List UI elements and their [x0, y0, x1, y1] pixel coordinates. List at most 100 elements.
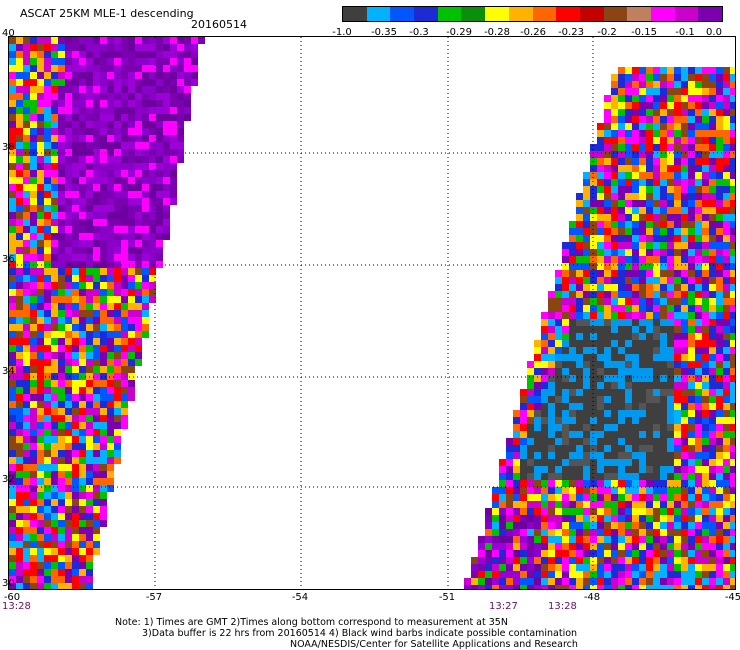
swath-cell — [688, 494, 695, 501]
swath-cell — [30, 289, 37, 296]
swath-cell — [702, 487, 709, 494]
swath-cell — [695, 305, 702, 312]
swath-cell — [548, 431, 555, 438]
swath-cell — [723, 102, 730, 109]
swath-cell — [65, 569, 72, 576]
swath-cell — [604, 445, 611, 452]
swath-cell — [702, 228, 709, 235]
swath-cell — [660, 172, 667, 179]
swath-cell — [107, 191, 114, 198]
swath-cell — [590, 417, 597, 424]
swath-cell — [86, 485, 93, 492]
swath-cell — [548, 557, 555, 564]
swath-cell — [681, 326, 688, 333]
swath-cell — [653, 200, 660, 207]
swath-cell — [625, 305, 632, 312]
swath-cell — [534, 578, 541, 585]
swath-cell — [44, 156, 51, 163]
swath-cell — [653, 291, 660, 298]
swath-cell — [128, 233, 135, 240]
swath-cell — [653, 382, 660, 389]
swath-cell — [100, 506, 107, 513]
swath-cell — [646, 543, 653, 550]
swath-cell — [716, 123, 723, 130]
swath-cell — [646, 312, 653, 319]
swath-cell — [562, 361, 569, 368]
swath-cell — [695, 585, 702, 589]
swath-cell — [611, 382, 618, 389]
swath-cell — [681, 494, 688, 501]
swath-cell — [9, 352, 16, 359]
swath-cell — [625, 193, 632, 200]
lat-label: 36 — [2, 254, 15, 265]
swath-cell — [702, 417, 709, 424]
swath-cell — [177, 93, 184, 100]
swath-cell — [30, 142, 37, 149]
swath-cell — [723, 137, 730, 144]
swath-cell — [100, 275, 107, 282]
swath-cell — [611, 291, 618, 298]
swath-cell — [156, 149, 163, 156]
swath-cell — [51, 142, 58, 149]
swath-cell — [597, 501, 604, 508]
swath-cell — [688, 529, 695, 536]
swath-cell — [93, 37, 100, 44]
swath-cell — [597, 389, 604, 396]
swath-cell — [548, 389, 555, 396]
swath-cell — [58, 443, 65, 450]
swath-cell — [149, 149, 156, 156]
swath-cell — [695, 557, 702, 564]
swath-cell — [163, 65, 170, 72]
swath-cell — [100, 303, 107, 310]
swath-cell — [72, 191, 79, 198]
swath-cell — [37, 478, 44, 485]
swath-cell — [51, 366, 58, 373]
swath-cell — [688, 452, 695, 459]
swath-cell — [590, 319, 597, 326]
swath-cell — [163, 44, 170, 51]
swath-cell — [723, 578, 730, 585]
swath-cell — [646, 284, 653, 291]
swath-cell — [135, 212, 142, 219]
swath-cell — [121, 205, 128, 212]
swath-cell — [58, 415, 65, 422]
swath-cell — [688, 347, 695, 354]
swath-cell — [681, 249, 688, 256]
lon-label: -45 — [724, 592, 740, 603]
swath-cell — [9, 282, 16, 289]
swath-cell — [541, 312, 548, 319]
swath-cell — [37, 240, 44, 247]
swath-cell — [23, 58, 30, 65]
swath-cell — [611, 361, 618, 368]
swath-cell — [681, 361, 688, 368]
swath-cell — [51, 373, 58, 380]
swath-cell — [121, 58, 128, 65]
swath-cell — [114, 44, 121, 51]
swath-cell — [128, 310, 135, 317]
swath-cell — [576, 319, 583, 326]
swath-cell — [135, 79, 142, 86]
swath-cell — [632, 389, 639, 396]
swath-cell — [667, 242, 674, 249]
swath-cell — [667, 102, 674, 109]
swath-cell — [513, 515, 520, 522]
swath-cell — [548, 347, 555, 354]
swath-cell — [723, 193, 730, 200]
swath-cell — [723, 424, 730, 431]
swath-cell — [681, 515, 688, 522]
swath-cell — [86, 506, 93, 513]
swath-cell — [107, 324, 114, 331]
swath-cell — [625, 186, 632, 193]
swath-cell — [667, 116, 674, 123]
swath-cell — [23, 457, 30, 464]
swath-cell — [548, 522, 555, 529]
swath-cell — [583, 298, 590, 305]
swath-cell — [660, 473, 667, 480]
swath-cell — [688, 459, 695, 466]
swath-cell — [170, 65, 177, 72]
swath-cell — [100, 492, 107, 499]
swath-cell — [716, 179, 723, 186]
swath-cell — [660, 424, 667, 431]
swath-cell — [730, 95, 735, 102]
swath-cell — [632, 578, 639, 585]
